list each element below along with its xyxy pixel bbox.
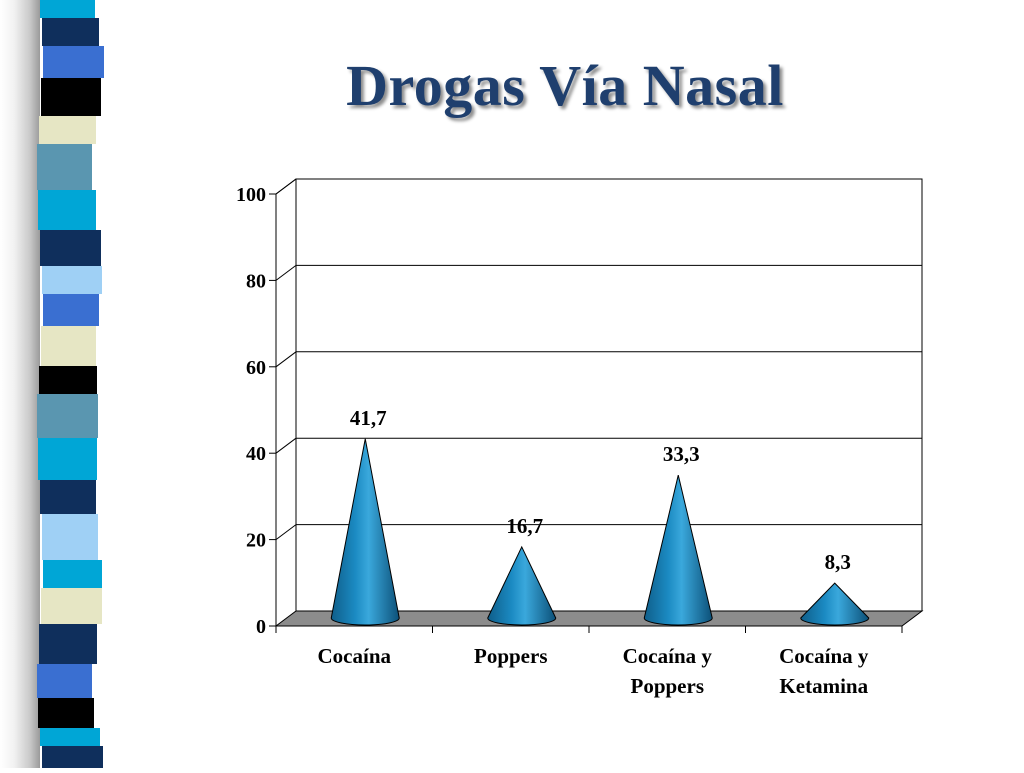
x-tick-label: Poppers bbox=[474, 644, 548, 668]
striped-ribbon bbox=[37, 0, 104, 773]
x-tick-label-line: Cocaína y bbox=[779, 644, 869, 668]
ribbon-stripe bbox=[42, 514, 98, 560]
ribbon-stripe bbox=[40, 230, 101, 266]
cone-body bbox=[487, 545, 557, 626]
ribbon-stripe bbox=[37, 144, 92, 190]
y-tick-label: 80 bbox=[246, 270, 266, 292]
back-wall bbox=[295, 178, 923, 612]
ribbon-stripe bbox=[40, 0, 95, 18]
ribbon-stripe bbox=[40, 728, 100, 746]
cone-bar bbox=[643, 475, 713, 626]
cone-bar bbox=[487, 545, 557, 626]
ribbon-stripe bbox=[41, 588, 102, 624]
ribbon-stripe bbox=[39, 366, 97, 394]
ribbon-stripe bbox=[43, 560, 102, 588]
ribbon-stripe bbox=[38, 438, 97, 480]
data-label: 33,3 bbox=[663, 442, 700, 466]
gridline-side bbox=[275, 178, 297, 195]
data-label: 8,3 bbox=[825, 550, 851, 574]
cone-body bbox=[643, 475, 713, 626]
y-tick-label: 0 bbox=[256, 616, 266, 638]
ribbon-stripe bbox=[43, 294, 99, 326]
y-tick-label: 100 bbox=[236, 184, 266, 206]
cone-body bbox=[800, 582, 870, 626]
x-tick-label: Cocaína y Ketamina bbox=[779, 644, 869, 698]
data-labels: 41,7 16,7 33,3 8,3 bbox=[350, 406, 851, 574]
cone-body bbox=[330, 438, 400, 626]
y-axis: 0 20 40 60 80 100 bbox=[236, 184, 276, 638]
gridline-side bbox=[275, 524, 297, 540]
y-tick-label: 20 bbox=[246, 530, 266, 552]
x-tick-label: Cocaína bbox=[318, 644, 392, 668]
x-tick-label-line: Cocaína y bbox=[623, 644, 713, 668]
cone-bar bbox=[800, 582, 870, 626]
ribbon-stripe bbox=[42, 18, 99, 46]
gridlines bbox=[275, 178, 922, 540]
ribbon-stripe bbox=[39, 116, 96, 144]
x-tick-label-line: Poppers bbox=[474, 644, 548, 668]
ribbon-stripe bbox=[38, 698, 94, 728]
y-tick-label: 60 bbox=[246, 357, 266, 379]
x-tick-label: Cocaína y Poppers bbox=[623, 644, 713, 698]
cone-series bbox=[330, 438, 870, 626]
ribbon-stripe bbox=[40, 480, 96, 514]
gridline-side bbox=[275, 437, 297, 454]
x-tick-label-line: Poppers bbox=[631, 674, 705, 698]
plot-area bbox=[275, 178, 923, 626]
gridline-side bbox=[275, 264, 297, 281]
ribbon-stripe bbox=[42, 266, 102, 294]
data-label: 16,7 bbox=[506, 514, 543, 538]
gridline-side bbox=[275, 351, 297, 368]
data-label: 41,7 bbox=[350, 406, 387, 430]
ribbon-stripe bbox=[39, 624, 97, 664]
page-title: Drogas Vía Nasal bbox=[346, 53, 784, 118]
x-axis: Cocaína Poppers Cocaína y Poppers Cocaína y K… bbox=[275, 625, 903, 698]
ribbon-stripe bbox=[41, 326, 96, 366]
ribbon-stripe bbox=[37, 394, 98, 438]
ribbon-stripe bbox=[37, 664, 92, 698]
cone-bar bbox=[330, 438, 400, 626]
ribbon-stripe bbox=[38, 190, 96, 230]
x-tick-label-line: Cocaína bbox=[318, 644, 392, 668]
y-tick-label: 40 bbox=[246, 443, 266, 465]
x-tick-label-line: Ketamina bbox=[779, 674, 868, 698]
decorative-side-strip bbox=[0, 0, 118, 773]
ribbon-stripe bbox=[43, 46, 104, 78]
ribbon-stripe bbox=[41, 78, 101, 116]
